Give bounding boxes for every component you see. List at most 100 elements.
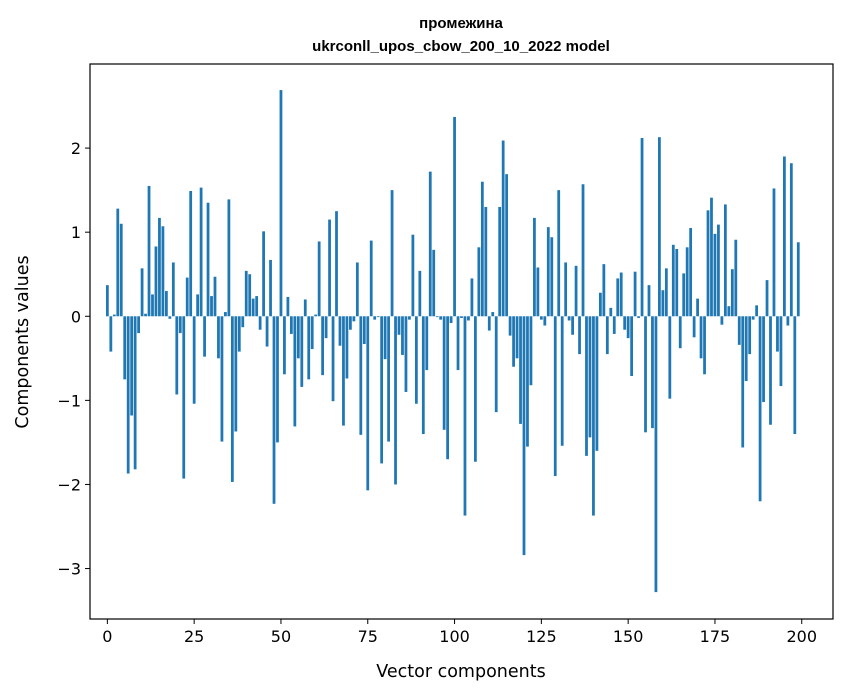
bar (741, 316, 745, 448)
bar (519, 316, 522, 424)
bar (220, 316, 224, 442)
bar (355, 262, 359, 317)
bar (560, 316, 564, 446)
bar (678, 316, 682, 349)
bar (408, 316, 411, 320)
bar (380, 316, 384, 464)
bar (109, 316, 113, 352)
bar (598, 292, 602, 317)
bar (557, 190, 561, 317)
bar (776, 316, 779, 352)
bar (730, 269, 734, 317)
bar (349, 316, 352, 330)
bar (463, 316, 467, 516)
bar (123, 316, 127, 380)
y-tick-label: 1 (71, 223, 81, 242)
bar (133, 316, 137, 470)
bar (210, 296, 213, 317)
bar (710, 197, 713, 317)
bar (449, 316, 453, 323)
x-tick-label: 100 (439, 627, 470, 646)
bar (762, 316, 765, 403)
bar (376, 316, 380, 318)
bar (505, 174, 509, 317)
bar (314, 314, 318, 317)
bar (578, 316, 581, 355)
bar (397, 316, 401, 335)
bar (255, 296, 259, 317)
bar (196, 294, 200, 317)
bar (706, 210, 710, 317)
bar (289, 316, 293, 334)
bar (751, 316, 755, 320)
bar (626, 316, 630, 339)
bar (668, 316, 672, 399)
bar (588, 316, 592, 438)
bar (571, 316, 574, 335)
bar (619, 272, 623, 317)
bar (116, 208, 120, 317)
bar (793, 316, 797, 434)
bar (664, 268, 668, 317)
bar (692, 316, 696, 338)
bar (550, 237, 554, 317)
bar (213, 276, 217, 317)
bar (185, 277, 189, 317)
bar (734, 239, 738, 317)
bar (727, 306, 731, 317)
bar (442, 316, 446, 430)
bar (286, 296, 290, 317)
chart-subtitle: ukrconll_upos_cbow_200_10_2022 model (312, 38, 610, 55)
bar (772, 188, 776, 317)
bar (293, 316, 297, 427)
bar (105, 285, 109, 317)
bar (783, 156, 786, 317)
x-axis-label: Vector components (376, 662, 545, 682)
bar (779, 316, 783, 387)
bar (324, 316, 328, 339)
bar (237, 316, 241, 352)
bar (283, 316, 286, 375)
x-tick-label: 50 (271, 627, 291, 646)
bar (401, 316, 404, 355)
bar (553, 316, 557, 477)
y-tick-label: 0 (71, 307, 81, 326)
bar (585, 316, 588, 456)
bar (592, 316, 595, 516)
bar (244, 270, 248, 317)
bar (456, 316, 460, 371)
bar (418, 270, 422, 317)
bar (675, 249, 679, 317)
bar (234, 316, 238, 432)
bar (414, 316, 418, 404)
y-axis-ticks: −3 −2 −1 0 1 2 (57, 139, 90, 579)
bar (605, 316, 609, 355)
bar (480, 181, 484, 317)
bar (342, 316, 345, 426)
bar (241, 316, 245, 328)
bar (182, 316, 186, 479)
bar (595, 316, 599, 451)
bar (737, 316, 741, 345)
bar (411, 234, 415, 317)
bar (717, 224, 720, 317)
bar (300, 316, 304, 387)
bar (491, 312, 495, 317)
bar (623, 316, 627, 330)
bar (421, 316, 425, 434)
bar (425, 316, 429, 371)
bar (508, 316, 512, 336)
bar (786, 316, 790, 326)
bar (206, 202, 210, 317)
bar (685, 247, 689, 317)
bar (373, 316, 377, 320)
bar (224, 312, 227, 317)
bar (477, 247, 481, 317)
bar (369, 240, 373, 317)
x-tick-label: 0 (102, 627, 112, 646)
bar (227, 199, 231, 317)
bar (699, 316, 703, 359)
bar (394, 316, 397, 485)
bar (428, 171, 432, 317)
y-axis-label: Components values (13, 255, 33, 428)
